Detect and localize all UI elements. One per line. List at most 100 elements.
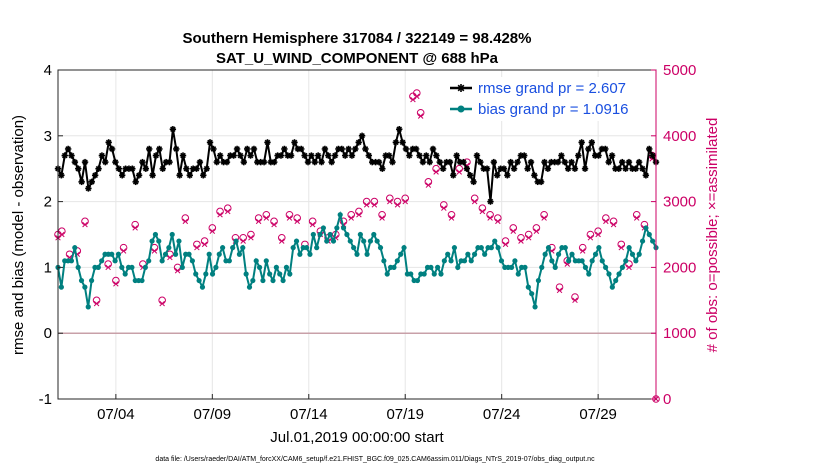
rmse-point: [345, 145, 352, 153]
rmse-series: [54, 126, 660, 205]
rmse-point: [524, 165, 531, 172]
rmse-point: [71, 158, 79, 166]
rmse-point: [466, 172, 474, 179]
bias-point: [468, 258, 474, 264]
obs-assimilated-stroke: [348, 215, 354, 221]
bias-point: [273, 264, 279, 270]
bias-point: [75, 264, 81, 270]
rmse-point: [112, 158, 119, 166]
bias-point: [451, 245, 458, 251]
rmse-point-stroke: [568, 159, 575, 165]
legend-rmse-star-stroke: [457, 84, 465, 92]
obs-assimilated-stroke: [279, 238, 285, 244]
rmse-point-stroke: [521, 152, 528, 159]
y-axis-label-right: # of obs: o=possible; ×=assimilated: [704, 118, 721, 353]
rmse-point-stroke: [636, 159, 642, 165]
rmse-point: [176, 172, 183, 179]
bias-point: [455, 264, 461, 270]
obs-assimilated-marker: [194, 244, 200, 251]
rmse-point: [196, 158, 204, 166]
rmse-point-stroke: [291, 139, 298, 146]
rmse-point-stroke: [237, 152, 244, 159]
rmse-point-stroke: [132, 179, 139, 185]
rmse-point-stroke: [541, 159, 548, 165]
bias-point: [394, 258, 400, 264]
rmse-point-stroke: [639, 165, 646, 172]
bias-point: [203, 271, 209, 277]
bias-point: [361, 238, 367, 244]
bias-point: [149, 238, 155, 244]
obs-assimilated-stroke: [417, 113, 424, 119]
rmse-point: [308, 152, 315, 159]
obs-assimilated-marker: [587, 235, 594, 241]
rmse-point-stroke: [345, 146, 352, 152]
left-y-axis: -1 0 1 2 3 4: [39, 62, 63, 408]
rmse-point: [348, 152, 356, 159]
rmse-point: [85, 185, 92, 192]
obs-assimilated-stroke: [151, 248, 158, 254]
bias-point: [391, 264, 397, 270]
bias-point: [193, 271, 199, 277]
rmse-point: [61, 152, 68, 159]
rmse-point: [210, 145, 217, 153]
rmse-point: [537, 178, 545, 186]
rmse-point: [102, 158, 109, 166]
bias-point: [549, 258, 555, 264]
obs-assimilated-marker: [356, 212, 362, 218]
obs-assimilated-marker: [159, 300, 165, 307]
obs-assimilated-stroke: [371, 202, 378, 208]
obs-assimilated-stroke: [82, 221, 88, 228]
obs-assimilated-stroke: [255, 218, 262, 225]
rmse-point: [602, 145, 609, 153]
rmse-point-stroke: [342, 152, 348, 159]
rmse-point: [328, 158, 335, 166]
rmse-point-stroke: [423, 152, 430, 159]
bias-point: [99, 258, 105, 264]
rmse-point-stroke: [217, 152, 223, 159]
obs-assimilated-stroke: [201, 241, 208, 248]
rmse-point-stroke: [504, 172, 511, 179]
bias-point: [498, 258, 505, 264]
obs-assimilated-marker: [113, 281, 119, 287]
obs-assimilated-marker: [525, 235, 532, 241]
bias-point: [606, 271, 612, 277]
obs-assimilated-marker: [93, 300, 100, 307]
rmse-point-stroke: [632, 165, 639, 172]
rmse-point: [365, 152, 373, 159]
rmse-point: [338, 145, 345, 153]
obs-assimilated-marker: [541, 215, 547, 221]
rmse-point-stroke: [460, 159, 467, 165]
rmse-point-stroke: [247, 152, 254, 159]
rmse-point: [206, 139, 214, 146]
rmse-point-stroke: [362, 146, 369, 152]
rmse-point-stroke: [68, 152, 75, 159]
chart-title-line-1: Southern Hemisphere 317084 / 322149 = 98…: [183, 30, 532, 47]
right-y-tick-label: 5000: [663, 62, 696, 79]
bias-point: [156, 238, 162, 244]
rmse-point-stroke: [355, 139, 362, 146]
rmse-point-stroke: [436, 159, 443, 165]
bias-point: [109, 251, 115, 257]
bias-point: [196, 277, 202, 284]
right-y-tick-label: 0: [663, 391, 671, 408]
right-y-tick-label: 3000: [663, 194, 696, 211]
bias-point: [562, 245, 568, 251]
bias-point: [545, 245, 552, 251]
obs-assimilated-marker: [402, 198, 408, 205]
rmse-point-stroke: [477, 159, 484, 165]
bias-point: [522, 264, 528, 270]
bias-point: [283, 264, 290, 270]
obs-assimilated-marker: [167, 254, 173, 261]
obs-assimilated-marker: [271, 221, 277, 228]
rmse-point-stroke: [244, 146, 251, 152]
rmse-point-stroke: [230, 152, 237, 159]
rmse-point-stroke: [605, 159, 612, 165]
rmse-point-stroke: [318, 159, 325, 165]
rmse-point: [463, 165, 471, 172]
rmse-point: [105, 139, 112, 146]
bias-point: [471, 251, 478, 257]
rmse-point-stroke: [649, 152, 656, 159]
obs-assimilated-marker: [414, 93, 420, 100]
rmse-point: [571, 165, 579, 172]
obs-assimilated-marker: [579, 248, 586, 254]
